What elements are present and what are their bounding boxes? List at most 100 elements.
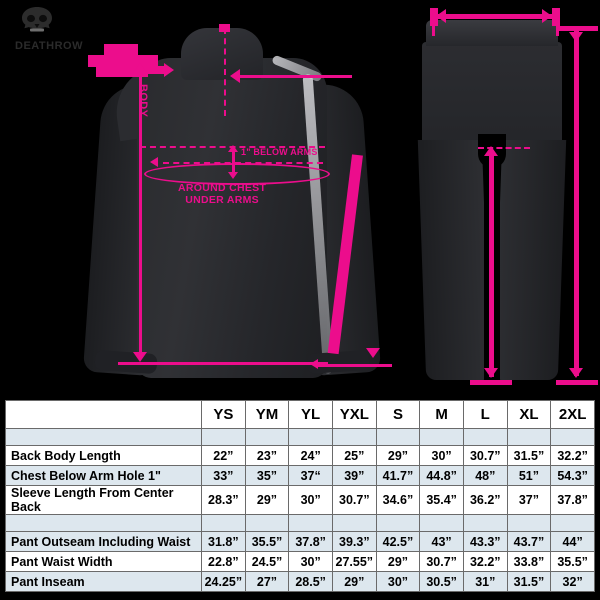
table-spacer-cell: [5, 428, 202, 446]
table-spacer-cell: [550, 428, 595, 446]
jacket-chest-dashed-arrowhead: [150, 157, 158, 167]
pants-waistband: [426, 20, 558, 46]
table-row-label: Sleeve Length From Center Back: [5, 485, 202, 515]
jacket-sleeve-measure-arrowhead: [366, 348, 380, 358]
table-cell-value: 35.4”: [419, 485, 464, 515]
table-body: Back Body Length 22” 23” 24” 25” 29” 30” 30.7” 3…: [5, 428, 595, 592]
table-cell-value: 30.7”: [419, 551, 464, 572]
table-spacer-cell: [244, 514, 290, 532]
table-row: Back Body Length 22” 23” 24” 25” 29” 30” 30.7” 3…: [5, 445, 595, 466]
table-spacer-cell: [244, 428, 290, 446]
jacket-shoulder-pointer-band-2: [96, 67, 148, 77]
table-cell-value: 42.5”: [375, 531, 421, 552]
table-spacer-cell: [288, 428, 333, 446]
pants-waist-measure-tick-right: [552, 8, 560, 26]
size-chart-table: YS YM YL YXL S M L XL 2XL Back Body Leng…: [5, 400, 595, 592]
around-chest-line2: UNDER ARMS: [185, 194, 259, 206]
table-cell-value: 30”: [288, 485, 333, 515]
table-cell-value: 37“: [288, 465, 333, 486]
table-cell-value: 44.8”: [419, 465, 464, 486]
table-header-cell-xl: XL: [506, 400, 552, 429]
table-cell-value: 23”: [244, 445, 290, 466]
table-cell-value: 30.5”: [419, 571, 464, 592]
pants-inseam-measure-line: [489, 155, 494, 377]
jacket-illustration: [82, 22, 385, 382]
pants-inseam-bottom-cap: [470, 380, 512, 385]
table-cell-value: 24.5”: [244, 551, 290, 572]
table-cell-value: 30.7”: [462, 445, 508, 466]
jacket-body-measure-arrow-top: [133, 63, 147, 73]
pants-outseam-measure-line: [574, 30, 579, 376]
table-cell-value: 30”: [288, 551, 333, 572]
table-header-cell-yxl: YXL: [331, 400, 377, 429]
table-cell-value: 54.3”: [550, 465, 595, 486]
pants-waist-arrow-left: [436, 9, 446, 23]
table-spacer-row: [5, 428, 595, 446]
table-cell-value: 35.5”: [244, 531, 290, 552]
table-cell-value: 24.25”: [201, 571, 246, 592]
table-header-cell-s: S: [375, 400, 421, 429]
table-row-label: Pant Inseam: [5, 571, 202, 592]
table-cell-value: 29”: [375, 551, 421, 572]
table-cell-value: 25”: [331, 445, 377, 466]
table-spacer-cell: [506, 428, 552, 446]
table-spacer-cell: [375, 428, 421, 446]
table-cell-value: 33”: [201, 465, 246, 486]
pants-waist-arrow-right: [542, 9, 552, 23]
table-spacer-cell: [419, 514, 464, 532]
table-spacer-cell: [419, 428, 464, 446]
table-header-cell-yl: YL: [288, 400, 333, 429]
jacket-sleeve-hem-baseline: [318, 364, 392, 367]
table-row: Pant Waist Width 22.8” 24.5” 30” 27.55” 29” 30…: [5, 551, 595, 572]
table-cell-value: 36.2”: [462, 485, 508, 515]
jacket-below-arms-arrow-top: [228, 145, 238, 152]
jacket-below-arms-label: 1" BELOW ARMS: [241, 147, 318, 157]
pants-waist-drop-left: [432, 18, 435, 36]
table-cell-value: 22.8”: [201, 551, 246, 572]
table-row: Pant Outseam Including Waist 31.8” 35.5” 37…: [5, 531, 595, 552]
table-cell-value: 27.55”: [331, 551, 377, 572]
pants-outseam-arrow-bottom: [569, 368, 583, 378]
table-cell-value: 32.2”: [462, 551, 508, 572]
pants-leg-left: [417, 140, 491, 380]
table-cell-value: 30”: [419, 445, 464, 466]
table-cell-value: 35”: [244, 465, 290, 486]
table-spacer-cell: [331, 428, 377, 446]
table-cell-value: 30”: [375, 571, 421, 592]
table-cell-value: 28.3”: [201, 485, 246, 515]
table-cell-value: 37.8”: [550, 485, 595, 515]
table-cell-value: 33.8”: [506, 551, 552, 572]
jacket-body-measure-line: [139, 72, 142, 358]
table-cell-value: 30.7”: [331, 485, 377, 515]
jacket-around-chest-ellipse: [144, 163, 330, 185]
table-cell-value: 44”: [550, 531, 595, 552]
pants-waist-measure-tick-left: [430, 8, 438, 26]
table-cell-value: 24”: [288, 445, 333, 466]
table-spacer-cell: [288, 514, 333, 532]
pants-inseam-arrow-bottom: [484, 368, 498, 378]
jacket-center-back-arrow-line: [240, 75, 352, 78]
jacket-around-chest-label: AROUND CHEST UNDER ARMS: [178, 182, 266, 206]
table-cell-value: 31.5”: [506, 445, 552, 466]
table-cell-value: 37”: [506, 485, 552, 515]
table-spacer-cell: [201, 428, 246, 446]
brand-logo: DEATHROW: [14, 6, 84, 52]
jacket-collar: [181, 28, 263, 80]
table-cell-value: 41.7”: [375, 465, 421, 486]
pants-inseam-arrow-top: [484, 146, 498, 156]
skull-icon: [22, 7, 52, 32]
jacket-body-measure-arrow-bottom: [133, 352, 147, 362]
pants-leg-right: [493, 140, 567, 380]
brand-name: DEATHROW: [15, 40, 83, 52]
table-cell-value: 32.2”: [550, 445, 595, 466]
jacket-body: [137, 58, 327, 378]
jacket-body-label: BODY: [137, 84, 149, 118]
pants-outseam-bottom-cap: [556, 380, 598, 385]
table-cell-value: 43.3”: [462, 531, 508, 552]
jacket-center-back-top-tick: [219, 24, 230, 32]
around-chest-line1: AROUND CHEST: [178, 182, 267, 194]
table-row-label: Back Body Length: [5, 445, 202, 466]
table-header-cell-m: M: [419, 400, 464, 429]
table-header-cell-2xl: 2XL: [550, 400, 595, 429]
table-cell-value: 29”: [244, 485, 290, 515]
